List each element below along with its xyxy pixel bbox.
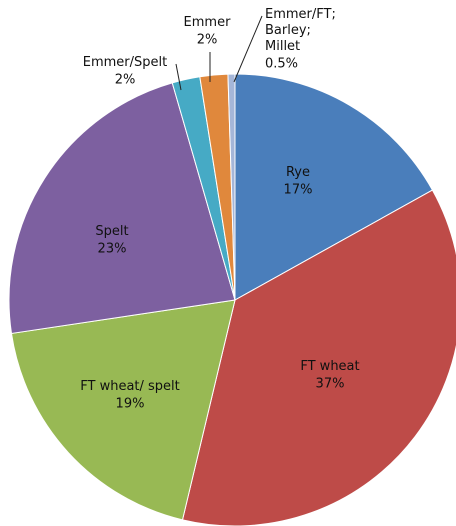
slice-label-line: Barley; xyxy=(265,23,311,38)
value-label: 0.5% xyxy=(265,57,298,72)
slice-label-line: FT wheat/ spelt xyxy=(80,379,180,394)
slice-label-line: Emmer/Spelt xyxy=(83,55,167,70)
pie-slice xyxy=(181,189,456,526)
slice-label-line: Emmer/FT; xyxy=(265,7,336,22)
leader-line xyxy=(175,63,182,91)
slice-label: Emmer/FT; Barley; Millet xyxy=(265,7,336,54)
slice-label-line: Rye xyxy=(286,165,310,180)
slice-label-line: Emmer xyxy=(184,15,232,30)
slice-label: Rye xyxy=(286,165,310,180)
pie-slice xyxy=(234,73,434,301)
slice-label: FT wheat/ spelt xyxy=(80,379,180,394)
pie-slice xyxy=(8,82,236,335)
pie-slice xyxy=(10,299,236,521)
slice-label-line: FT wheat xyxy=(300,359,359,374)
value-label: 17% xyxy=(284,183,313,198)
slice-label-line: Millet xyxy=(265,39,300,54)
slice-label: Spelt xyxy=(95,224,128,239)
leader-line xyxy=(233,15,263,83)
value-label: 23% xyxy=(98,242,127,257)
leader-lines xyxy=(175,15,263,91)
value-label: 2% xyxy=(115,73,136,88)
value-label: 19% xyxy=(116,397,145,412)
value-label: 2% xyxy=(197,33,218,48)
slice-label-line: Spelt xyxy=(95,224,128,239)
slice-label: Emmer/Spelt xyxy=(83,55,167,70)
slice-label: Emmer xyxy=(184,15,232,30)
value-label: 37% xyxy=(316,377,345,392)
pie-slice xyxy=(227,73,236,301)
slice-label: FT wheat xyxy=(300,359,359,374)
